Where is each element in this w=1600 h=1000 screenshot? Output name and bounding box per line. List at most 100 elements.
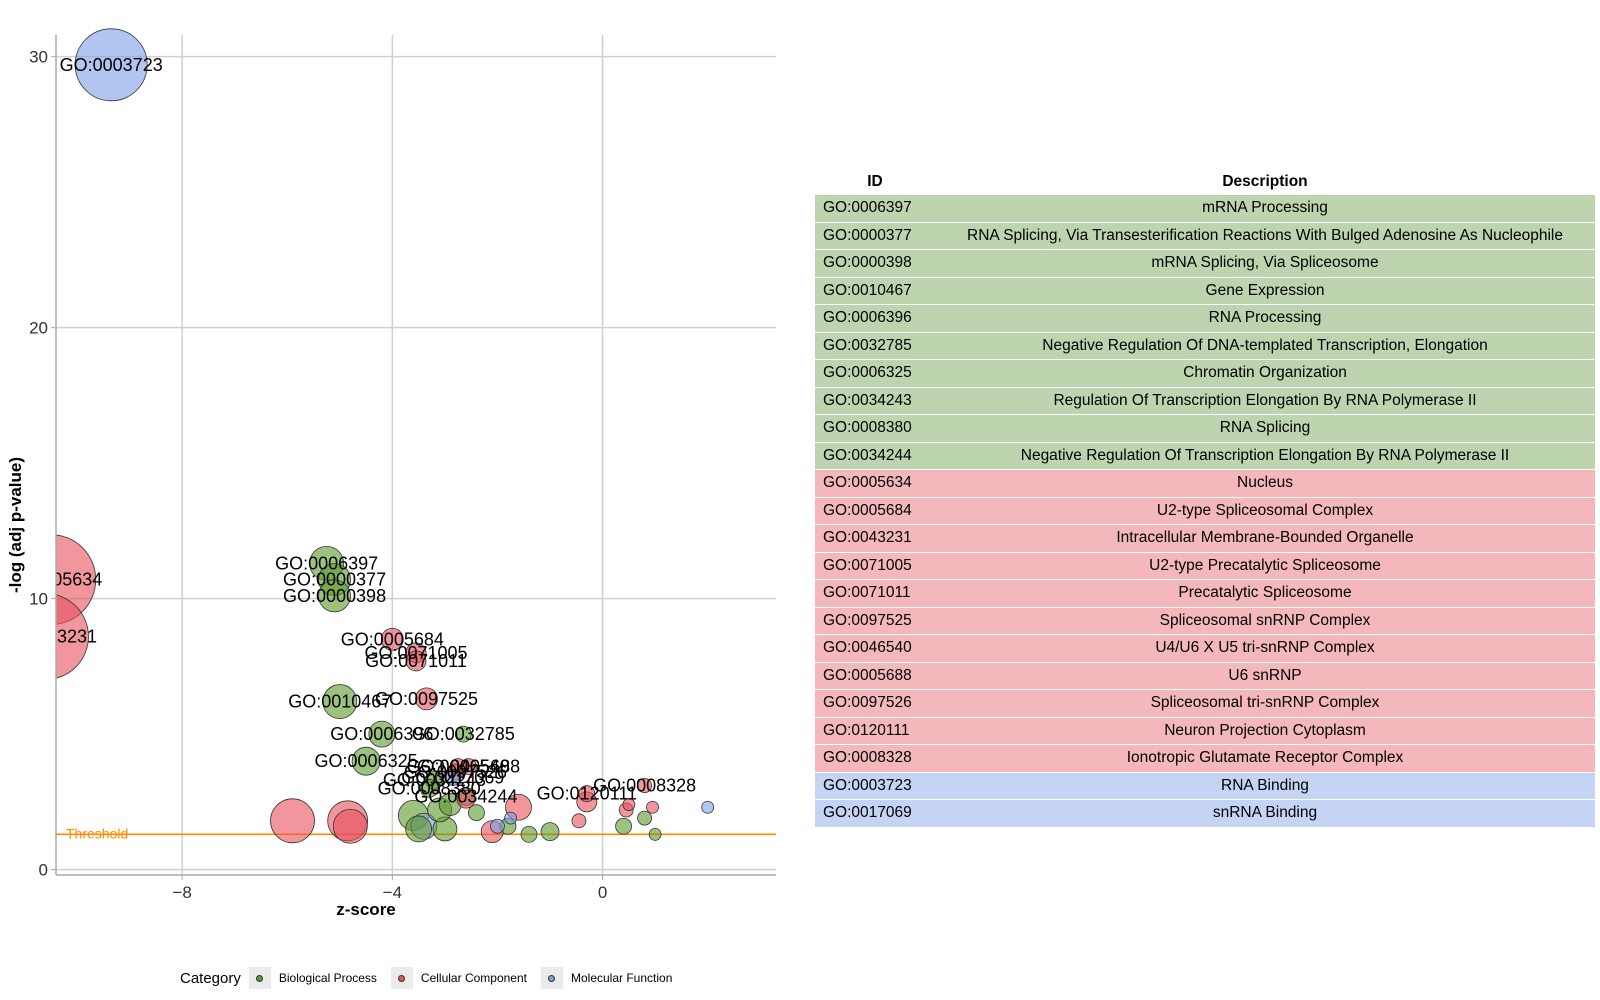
cell-description: Neuron Projection Cytoplasm (1164, 721, 1366, 739)
cell-description: U2-type Precatalytic Spliceosome (1149, 556, 1381, 574)
x-axis-title: z-score (336, 900, 396, 919)
cell-go-id: GO:0005688 (823, 666, 912, 684)
point-label: GO:0003723 (60, 55, 163, 75)
point-label: GO:0000377 (283, 570, 386, 590)
bubble-layer (56, 28, 776, 844)
table-row: GO:0046540 U4/U6 X U5 tri-snRNP Complex (815, 635, 1595, 662)
bubble-point (571, 813, 587, 829)
bubble-point (322, 684, 358, 719)
point-label: GO:0034243 (383, 770, 486, 790)
bubble-chart: Threshold GO:0003723 GO:0005634 GO:0043231 G… (0, 28, 776, 919)
point-label: GO:0046540 (407, 757, 510, 777)
table-row: GO:0008380 RNA Splicing (815, 415, 1595, 442)
cell-description: mRNA Processing (1202, 199, 1328, 217)
bubble-point (405, 815, 433, 843)
go-term-table: ID Description GO:0006397 mRNA Processing… (815, 169, 1595, 828)
table-row: GO:0120111 Neuron Projection Cytoplasm (815, 717, 1595, 744)
table-row: GO:0008328 Ionotropic Glutamate Receptor … (815, 745, 1595, 772)
y-axis-title: -log (adj p-value) (6, 457, 25, 593)
cell-description: mRNA Splicing, Via Spliceosome (1151, 254, 1379, 272)
bubble-point (622, 798, 636, 811)
y-tick-label: 10 (29, 590, 48, 609)
table-row: GO:0032785 Negative Regulation Of DNA-tem… (815, 332, 1595, 359)
bubble-point (456, 789, 476, 809)
bubble-point (540, 822, 560, 842)
table-row: GO:0043231 Intracellular Membrane-Bounded… (815, 525, 1595, 552)
legend-label-molecular-function: Molecular Function (570, 971, 673, 985)
table-row: GO:0034244 Negative Regulation Of Transcr… (815, 442, 1595, 469)
table-row: GO:0071005 U2-type Precatalytic Spliceoso… (815, 552, 1595, 579)
bubble-point (56, 594, 89, 679)
legend-title: Category (180, 969, 241, 987)
threshold-label: Threshold (66, 825, 128, 841)
table-row: GO:0006325 Chromatin Organization (815, 360, 1595, 387)
cell-go-id: GO:0120111 (823, 721, 910, 739)
point-label: GO:0006325 (315, 751, 418, 771)
cell-go-id: GO:0034243 (823, 391, 912, 409)
x-tick-label: −4 (383, 883, 402, 902)
x-tick-label: 0 (598, 883, 607, 902)
cell-go-id: GO:0006325 (823, 364, 912, 382)
cell-go-id: GO:0017069 (823, 804, 912, 822)
cell-go-id: GO:0034244 (823, 446, 912, 464)
bubble-point (578, 785, 596, 803)
point-label: GO:0034244 (414, 786, 517, 806)
cell-description: Spliceosomal snRNP Complex (1159, 611, 1371, 629)
cell-description: Ionotropic Glutamate Receptor Complex (1126, 749, 1404, 767)
cell-description: snRNA Binding (1212, 804, 1318, 822)
table-row: GO:0005684 U2-type Spliceosomal Complex (815, 497, 1595, 524)
table-row: GO:0071011 Precatalytic Spliceosome (815, 580, 1595, 607)
table-row: GO:0000398 mRNA Splicing, Via Spliceosome (815, 250, 1595, 277)
point-label: GO:0005634 (0, 570, 102, 590)
bubble-point (318, 579, 351, 613)
cell-go-id: GO:0043231 (823, 529, 912, 547)
bubble-point (615, 817, 632, 835)
cell-go-id: GO:0071011 (823, 584, 911, 602)
cell-description: U4/U6 X U5 tri-snRNP Complex (1155, 639, 1375, 657)
bubble-point (351, 746, 381, 776)
cell-go-id: GO:0046540 (823, 639, 912, 657)
legend-dot-molecular-function (548, 974, 556, 982)
cell-description: Negative Regulation Of Transcription Elo… (1020, 446, 1510, 464)
legend-dot-biological-process (256, 974, 264, 982)
point-label: GO:0010467 (288, 692, 391, 712)
bubble-point (380, 627, 404, 651)
cell-description: Regulation Of Transcription Elongation B… (1053, 391, 1477, 409)
cell-description: RNA Processing (1208, 309, 1322, 327)
point-label: GO:0097526 (404, 762, 507, 782)
bubble-point (701, 800, 715, 814)
cell-description: Nucleus (1237, 474, 1293, 492)
bubble-point (419, 778, 439, 798)
point-label: GO:0071005 (364, 643, 467, 663)
table-header-row: ID Description (815, 170, 1595, 194)
cell-go-id: GO:0005684 (823, 501, 912, 519)
cell-description: RNA Splicing (1219, 419, 1311, 437)
bubble-point (520, 825, 538, 843)
bubble-point (646, 800, 659, 814)
legend-key-biological-process (248, 967, 271, 989)
table-body: GO:0006397 mRNA Processing GO:0000377 RNA S… (815, 195, 1595, 827)
point-label: GO:0071011 (365, 651, 467, 671)
table-row: GO:0006397 mRNA Processing (815, 195, 1595, 222)
cell-go-id: GO:0008380 (823, 419, 912, 437)
bubble-point (444, 769, 462, 786)
table-row: GO:0005634 Nucleus (815, 470, 1595, 497)
bubble-point (648, 827, 662, 841)
cell-go-id: GO:0097525 (823, 611, 912, 629)
cell-go-id: GO:0032785 (823, 336, 912, 354)
cell-description: Gene Expression (1205, 281, 1325, 299)
bubble-point (454, 725, 472, 743)
table-row: GO:0006396 RNA Processing (815, 305, 1595, 332)
bubble-point (405, 650, 427, 672)
cell-go-id: GO:0000398 (823, 254, 912, 272)
cell-description: Precatalytic Spliceosome (1178, 584, 1352, 602)
table-row: GO:0003723 RNA Binding (815, 772, 1595, 799)
bubble-point (468, 804, 485, 822)
bubble-point (504, 811, 517, 825)
table-row: GO:0034243 Regulation Of Transcription El… (815, 387, 1595, 414)
point-label: GO:0000398 (283, 586, 386, 606)
y-tick-label: 30 (29, 48, 48, 67)
point-label: GO:0006396 (330, 724, 433, 744)
point-label-layer: Threshold GO:0003723 GO:0005634 GO:0043231 G… (0, 55, 696, 842)
point-label: GO:0006397 (275, 553, 378, 573)
